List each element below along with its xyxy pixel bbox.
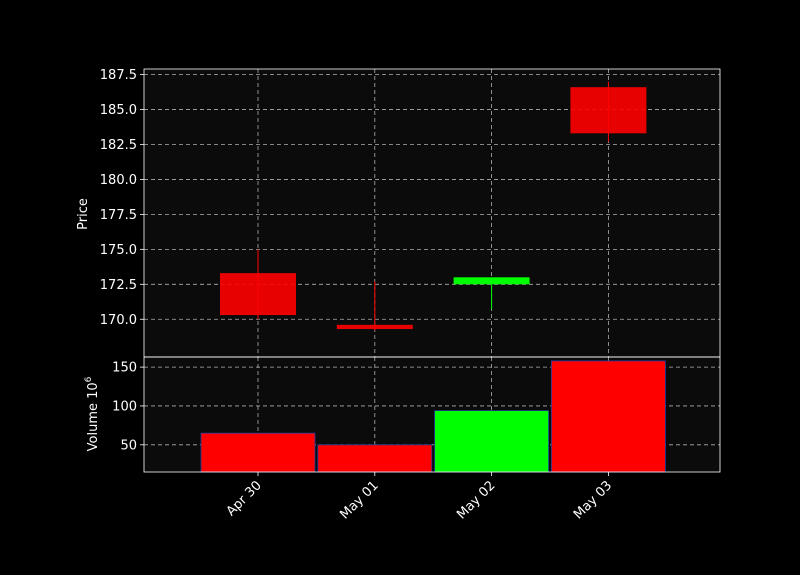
volume-tick-label: 50: [120, 438, 137, 453]
price-tick-label: 175.0: [100, 243, 137, 258]
volume-axis-label-text: Volume 10: [86, 382, 101, 451]
candle-body: [453, 277, 530, 285]
volume-bar: [200, 432, 316, 473]
price-tick-label: 180.0: [100, 173, 137, 188]
x-tick-label: May 01: [337, 478, 381, 522]
volume-axis-label: Volume 106: [84, 376, 101, 451]
volume-bar: [434, 410, 550, 473]
x-tick-label: May 02: [454, 478, 498, 522]
price-tick-label: 187.5: [100, 68, 137, 83]
candle-body: [220, 273, 296, 316]
price-tick-label: 170.0: [100, 313, 137, 328]
price-tick-label: 172.5: [100, 278, 137, 293]
volume-panel-frame: [143, 356, 721, 473]
volume-bars: [200, 360, 666, 473]
candle-body: [336, 324, 413, 330]
volume-tick-label: 100: [112, 399, 137, 414]
candle-body: [570, 87, 647, 134]
volume-bar: [317, 444, 433, 473]
price-tick-label: 182.5: [100, 138, 137, 153]
volume-axis-label-exponent: 6: [84, 376, 94, 382]
x-tick-label: May 03: [571, 478, 615, 522]
price-tick-label: 177.5: [100, 208, 137, 223]
volume-bar: [551, 360, 666, 473]
volume-tick-label: 150: [112, 361, 137, 376]
price-axis-label: Price: [76, 198, 91, 230]
x-tick-label: Apr 30: [224, 478, 265, 519]
price-tick-label: 185.0: [100, 103, 137, 118]
candles: [220, 81, 647, 331]
